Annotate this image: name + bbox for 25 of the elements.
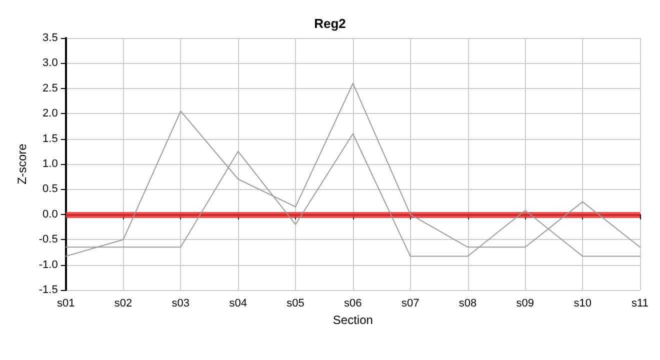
x-tick-label: s04 (229, 298, 247, 310)
x-tick-label: s02 (114, 298, 132, 310)
x-tick-label: s03 (172, 298, 190, 310)
y-tick-label: 1.5 (42, 132, 58, 145)
y-tick-label: -1.0 (38, 258, 58, 271)
x-tick-label: s11 (632, 298, 648, 310)
y-tick-label: 3.5 (42, 32, 58, 44)
y-tick-label: 3.0 (42, 57, 58, 70)
x-axis-title: Section (332, 313, 373, 327)
x-tick-label: s01 (56, 298, 75, 310)
y-tick-label: -0.5 (38, 234, 58, 246)
x-tick-label: s08 (458, 298, 477, 310)
x-tick-label: s06 (344, 298, 362, 310)
chart-title: Reg2 (314, 16, 346, 31)
x-tick-label: s10 (574, 298, 592, 310)
y-tick-label: 1.0 (42, 158, 58, 170)
y-tick-label: 0.0 (42, 208, 58, 220)
x-tick-label: s05 (286, 298, 304, 310)
y-tick-label: 2.0 (42, 108, 58, 120)
y-tick-label: 2.5 (42, 82, 58, 94)
y-axis-title: Z-score (15, 143, 29, 184)
y-tick-label: 0.5 (42, 183, 58, 196)
x-tick-label: s07 (401, 298, 420, 310)
y-tick-label: -1.5 (38, 284, 58, 296)
x-tick-label: s09 (516, 298, 534, 310)
